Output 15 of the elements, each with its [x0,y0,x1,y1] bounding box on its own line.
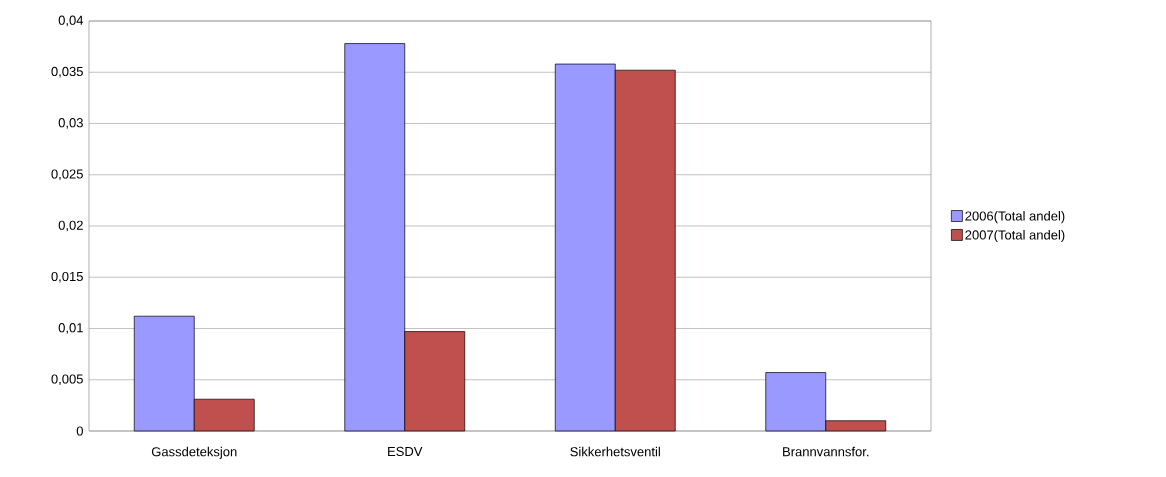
x-tick-label: Brannvannsfor. [783,446,869,457]
y-tick-label: 0 [76,426,83,436]
y-tick-label: 0,01 [58,323,83,334]
x-tick-label: Sikkerhetsventil [570,446,660,457]
x-tick-label: Gassdeteksjon [151,446,237,459]
y-tick-label: 0,02 [58,220,83,232]
y-tick-label: 0,015 [51,271,83,283]
y-tick-label: 0,035 [51,66,83,78]
y-tick-label: 0,005 [51,374,83,386]
legend-label: 2006(Total andel) [965,211,1065,224]
y-tick-label: 0,04 [58,15,84,27]
y-tick-label: 0,025 [51,169,83,181]
legend-label: 2007(Total andel) [965,229,1065,243]
x-tick-label: ESDV [388,446,423,456]
y-tick-label: 0,03 [58,118,83,129]
